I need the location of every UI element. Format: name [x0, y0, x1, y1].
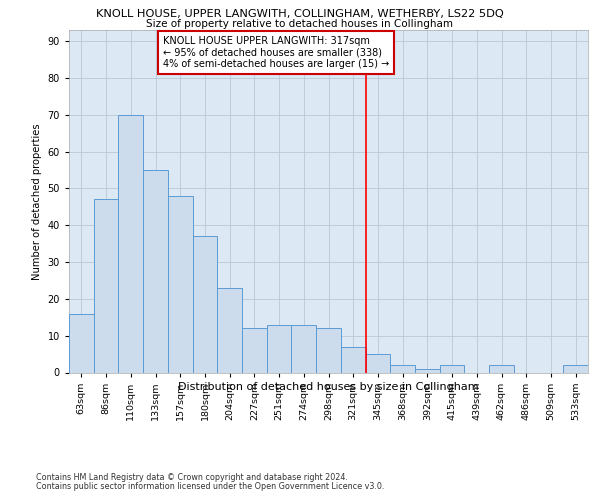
- Bar: [118, 114, 143, 372]
- Text: Contains public sector information licensed under the Open Government Licence v3: Contains public sector information licen…: [36, 482, 385, 491]
- Y-axis label: Number of detached properties: Number of detached properties: [32, 123, 42, 280]
- Bar: [563, 365, 588, 372]
- Bar: [217, 288, 242, 372]
- Text: KNOLL HOUSE, UPPER LANGWITH, COLLINGHAM, WETHERBY, LS22 5DQ: KNOLL HOUSE, UPPER LANGWITH, COLLINGHAM,…: [96, 9, 504, 19]
- Text: Size of property relative to detached houses in Collingham: Size of property relative to detached ho…: [146, 19, 454, 29]
- Bar: [292, 324, 316, 372]
- Bar: [341, 346, 365, 372]
- Text: Distribution of detached houses by size in Collingham: Distribution of detached houses by size …: [178, 382, 479, 392]
- Bar: [489, 365, 514, 372]
- Bar: [390, 365, 415, 372]
- Bar: [267, 324, 292, 372]
- Text: KNOLL HOUSE UPPER LANGWITH: 317sqm
← 95% of detached houses are smaller (338)
4%: KNOLL HOUSE UPPER LANGWITH: 317sqm ← 95%…: [163, 36, 389, 68]
- Bar: [316, 328, 341, 372]
- Bar: [69, 314, 94, 372]
- Bar: [168, 196, 193, 372]
- Bar: [143, 170, 168, 372]
- Bar: [365, 354, 390, 372]
- Bar: [440, 365, 464, 372]
- Text: Contains HM Land Registry data © Crown copyright and database right 2024.: Contains HM Land Registry data © Crown c…: [36, 472, 348, 482]
- Bar: [242, 328, 267, 372]
- Bar: [94, 200, 118, 372]
- Bar: [193, 236, 217, 372]
- Bar: [415, 369, 440, 372]
